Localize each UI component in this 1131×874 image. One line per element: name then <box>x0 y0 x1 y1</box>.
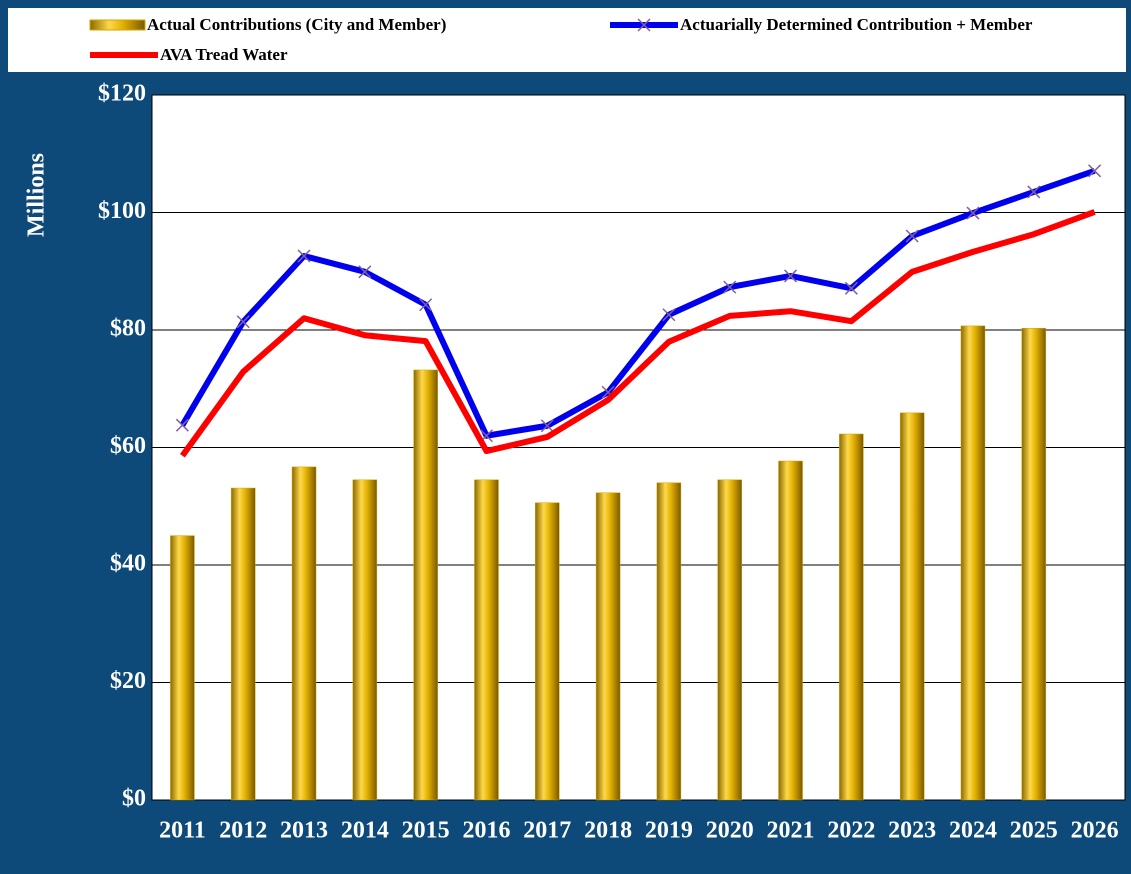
legend-label: AVA Tread Water <box>160 45 288 64</box>
marker <box>1088 164 1102 178</box>
bar <box>535 502 560 801</box>
bar <box>170 535 195 801</box>
marker <box>236 315 250 329</box>
x-tick-label: 2018 <box>584 818 632 844</box>
bar <box>595 492 621 801</box>
bar <box>899 412 925 801</box>
marker <box>358 265 372 279</box>
bar <box>778 460 803 801</box>
x-tick-label: 2021 <box>767 818 815 844</box>
y-tick-label: $100 <box>98 198 146 224</box>
bar <box>352 479 378 801</box>
legend-swatch <box>89 19 146 31</box>
marker <box>662 308 676 322</box>
y-tick-label: $20 <box>110 668 146 694</box>
marker <box>175 418 189 432</box>
marker <box>905 229 919 243</box>
x-tick-label: 2024 <box>949 818 997 844</box>
legend-label: Actual Contributions (City and Member) <box>147 15 446 34</box>
x-tick-label: 2022 <box>827 818 875 844</box>
line <box>179 167 1096 439</box>
marker <box>297 249 311 263</box>
marker <box>1027 185 1041 199</box>
bar <box>717 479 742 801</box>
y-tick-label: $80 <box>110 316 146 342</box>
bar <box>656 482 682 801</box>
marker <box>844 281 858 295</box>
bar <box>413 369 438 801</box>
y-tick-label: $0 <box>122 786 146 812</box>
y-tick-label: $40 <box>110 551 146 577</box>
bar <box>1021 327 1047 801</box>
bar <box>960 325 986 801</box>
bar <box>474 479 499 801</box>
x-tick-label: 2016 <box>462 818 510 844</box>
legend-marker <box>637 18 651 32</box>
marker <box>419 298 433 312</box>
x-tick-label: 2023 <box>888 818 936 844</box>
bar <box>230 487 256 801</box>
x-tick-label: 2011 <box>159 818 206 844</box>
x-tick-label: 2020 <box>706 818 754 844</box>
bar <box>839 433 864 801</box>
line <box>179 209 1096 458</box>
y-tick-label: $60 <box>110 433 146 459</box>
x-tick-label: 2026 <box>1071 818 1119 844</box>
marker <box>966 206 980 220</box>
y-tick-label: $120 <box>98 81 146 107</box>
legend-panel <box>8 8 1126 72</box>
x-tick-label: 2013 <box>280 818 328 844</box>
x-tick-label: 2017 <box>523 818 571 844</box>
x-tick-label: 2025 <box>1010 818 1058 844</box>
marker <box>784 269 798 283</box>
legend-label: Actuarially Determined Contribution + Me… <box>680 15 1033 34</box>
x-tick-label: 2019 <box>645 818 693 844</box>
bar <box>291 466 317 801</box>
marker <box>723 280 737 294</box>
marker <box>540 419 554 433</box>
y-axis-label: Millions <box>24 153 50 237</box>
x-tick-label: 2012 <box>219 818 267 844</box>
x-tick-label: 2014 <box>341 818 389 844</box>
x-tick-label: 2015 <box>402 818 450 844</box>
